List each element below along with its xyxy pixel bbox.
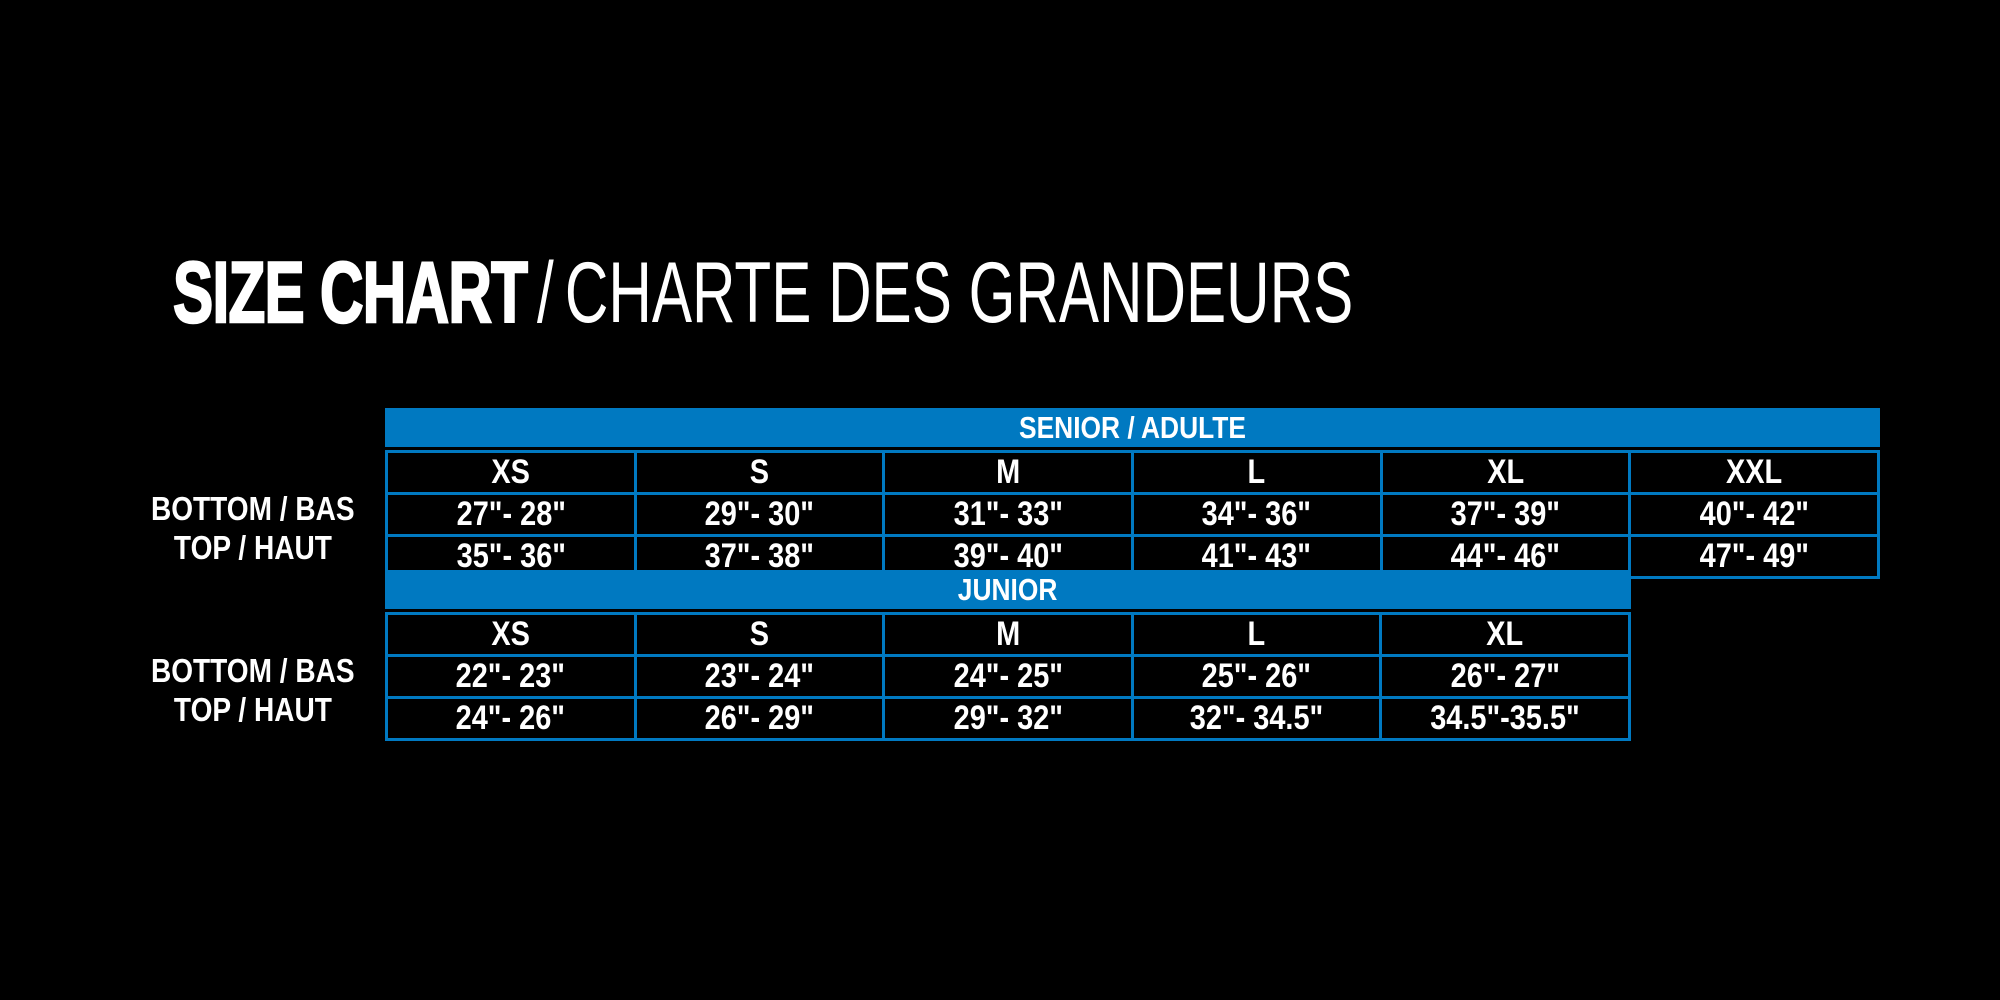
page-title: SIZE CHART / CHARTE DES GRANDEURS	[172, 245, 1354, 341]
junior-bottom-cell: 25"- 26"	[1130, 654, 1383, 699]
junior-top-row: 24"- 26" 26"- 29" 29"- 32" 32"- 34.5" 34…	[385, 696, 1631, 741]
senior-size-cell: XL	[1379, 450, 1632, 495]
junior-sizes-row: XS S M L XL	[385, 612, 1631, 657]
junior-size-cell: L	[1130, 612, 1383, 657]
junior-top-cell: 24"- 26"	[385, 696, 637, 741]
junior-size-table: JUNIOR XS S M L XL 22"- 23" 23"- 24" 24"…	[385, 570, 1631, 741]
junior-top-cell: 34.5"-35.5"	[1379, 696, 1631, 741]
senior-top-row-label: TOP / HAUT	[174, 529, 332, 566]
junior-bottom-cell: 26"- 27"	[1379, 654, 1631, 699]
junior-size-cell: M	[882, 612, 1134, 657]
senior-size-cell: M	[882, 450, 1134, 495]
junior-table-title: JUNIOR	[958, 571, 1058, 607]
senior-bottom-cell: 27"- 28"	[385, 492, 637, 537]
junior-bottom-row: 22"- 23" 23"- 24" 24"- 25" 25"- 26" 26"-…	[385, 654, 1631, 699]
senior-top-cell: 47"- 49"	[1628, 534, 1880, 579]
junior-size-cell: S	[633, 612, 886, 657]
junior-top-cell: 32"- 34.5"	[1130, 696, 1383, 741]
senior-size-cell: S	[633, 450, 886, 495]
senior-table-title: SENIOR / ADULTE	[1019, 409, 1246, 445]
title-english: SIZE CHART	[172, 245, 529, 341]
junior-table-grid: XS S M L XL 22"- 23" 23"- 24" 24"- 25" 2…	[385, 612, 1631, 741]
junior-top-row-label: TOP / HAUT	[174, 691, 332, 728]
senior-size-cell: XXL	[1628, 450, 1880, 495]
junior-top-cell: 29"- 32"	[882, 696, 1134, 741]
title-separator: /	[537, 245, 554, 341]
senior-bottom-cell: 40"- 42"	[1628, 492, 1880, 537]
senior-size-cell: L	[1130, 450, 1383, 495]
senior-table-header: SENIOR / ADULTE	[385, 408, 1880, 447]
senior-sizes-row: XS S M L XL XXL	[385, 450, 1880, 495]
senior-bottom-cell: 29"- 30"	[633, 492, 886, 537]
senior-size-cell: XS	[385, 450, 637, 495]
junior-bottom-cell: 22"- 23"	[385, 654, 637, 699]
title-french: CHARTE DES GRANDEURS	[564, 245, 1354, 341]
senior-bottom-row: 27"- 28" 29"- 30" 31"- 33" 34"- 36" 37"-…	[385, 492, 1880, 537]
senior-bottom-cell: 34"- 36"	[1130, 492, 1383, 537]
senior-bottom-cell: 37"- 39"	[1379, 492, 1632, 537]
senior-table-grid: XS S M L XL XXL 27"- 28" 29"- 30" 31"- 3…	[385, 450, 1880, 579]
senior-bottom-cell: 31"- 33"	[882, 492, 1134, 537]
junior-table-header: JUNIOR	[385, 570, 1631, 609]
junior-size-cell: XS	[385, 612, 637, 657]
senior-size-table: SENIOR / ADULTE XS S M L XL XXL 27"- 28"…	[385, 408, 1880, 579]
junior-bottom-row-label: BOTTOM / BAS	[151, 652, 355, 689]
junior-top-cell: 26"- 29"	[633, 696, 886, 741]
senior-bottom-row-label: BOTTOM / BAS	[151, 490, 355, 527]
junior-bottom-cell: 24"- 25"	[882, 654, 1134, 699]
junior-bottom-cell: 23"- 24"	[633, 654, 886, 699]
junior-size-cell: XL	[1379, 612, 1631, 657]
